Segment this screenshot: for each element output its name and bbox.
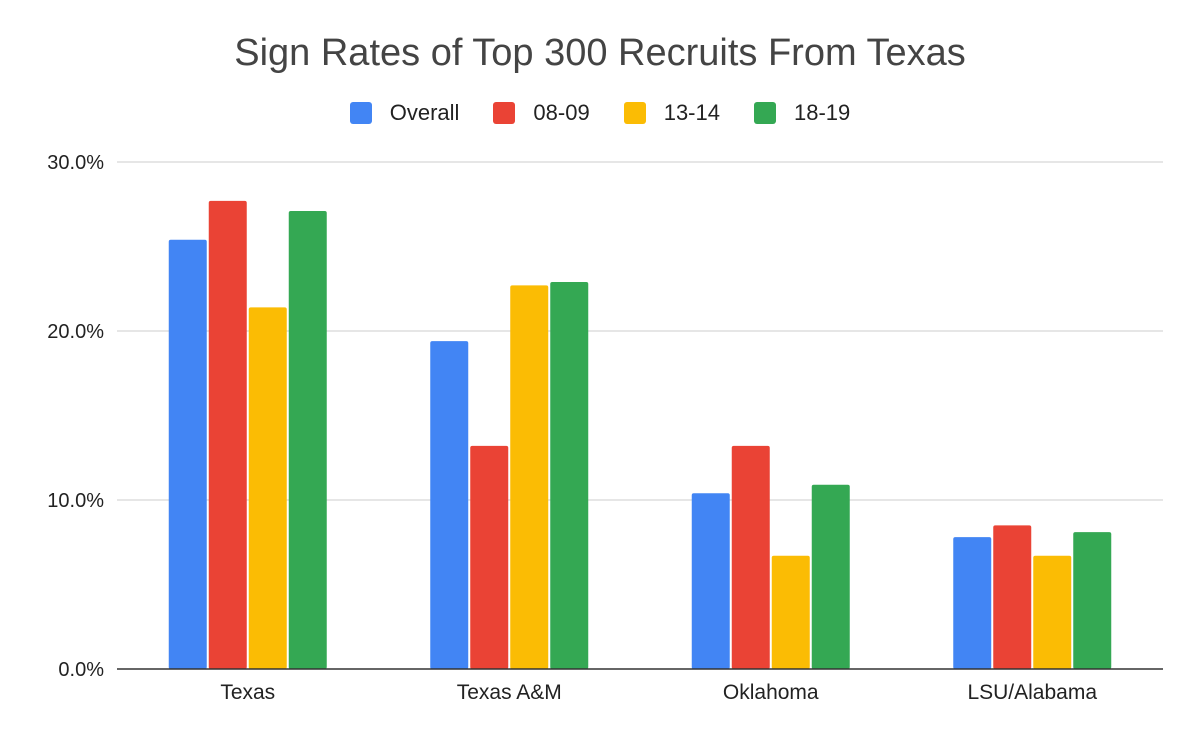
x-tick-label: Texas A&M xyxy=(457,681,562,704)
bar xyxy=(1033,555,1072,669)
legend-swatch-13-14 xyxy=(623,102,646,124)
bar xyxy=(510,285,549,669)
bar xyxy=(248,307,287,669)
legend-label-08-09: 08-09 xyxy=(533,100,590,125)
legend-swatch-08-09 xyxy=(493,102,516,124)
bar xyxy=(691,493,730,669)
bar xyxy=(953,537,992,669)
y-tick-label: 0.0% xyxy=(58,659,104,681)
y-tick-label: 10.0% xyxy=(47,490,104,512)
chart-title: Sign Rates of Top 300 Recruits From Texa… xyxy=(234,32,966,74)
y-tick-label: 20.0% xyxy=(47,321,104,343)
legend-label-18-19: 18-19 xyxy=(793,100,851,125)
legend-label-overall: Overall xyxy=(389,100,460,125)
bar xyxy=(731,445,770,669)
legend-item-18-19: 18-19 xyxy=(753,100,851,126)
legend-item-13-14: 13-14 xyxy=(623,100,720,126)
bar xyxy=(1073,532,1112,669)
legend-item-08-09: 08-09 xyxy=(493,100,590,126)
legend-swatch-overall xyxy=(349,102,372,124)
bar xyxy=(168,239,207,670)
legend-label-13-14: 13-14 xyxy=(663,100,720,125)
bar xyxy=(993,525,1032,669)
x-tick-label: Texas xyxy=(220,681,275,704)
x-tick-label: LSU/Alabama xyxy=(967,681,1097,704)
bar xyxy=(208,200,247,669)
y-tick-label: 30.0% xyxy=(47,152,104,174)
legend-item-overall: Overall xyxy=(349,100,460,126)
bar xyxy=(288,211,327,669)
legend-swatch-18-19 xyxy=(753,102,776,124)
bar xyxy=(811,484,850,669)
legend: Overall 08-09 13-14 18-19 xyxy=(0,99,1200,127)
bar xyxy=(430,341,469,669)
bar xyxy=(550,281,589,669)
bar xyxy=(470,445,509,669)
x-tick-label: Oklahoma xyxy=(723,681,819,704)
bar xyxy=(771,555,810,669)
